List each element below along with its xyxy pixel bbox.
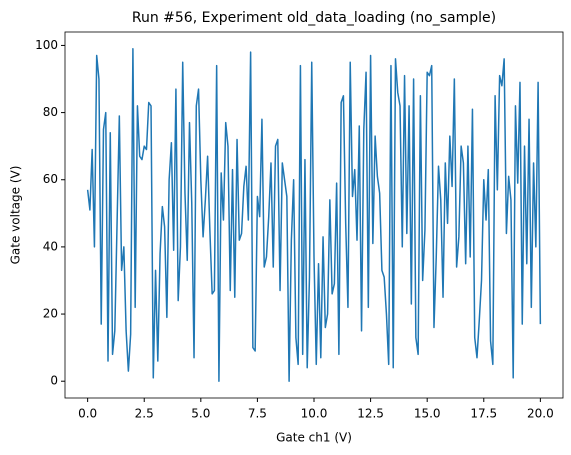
x-tick-label: 15.0: [414, 407, 441, 421]
y-axis-label: Gate voltage (V): [9, 166, 23, 265]
x-tick-label: 20.0: [527, 407, 554, 421]
x-axis-label: Gate ch1 (V): [276, 431, 352, 445]
y-tick-label: 40: [43, 239, 58, 253]
y-tick-label: 100: [35, 38, 58, 52]
x-tick-label: 0.0: [78, 407, 97, 421]
y-tick-label: 80: [43, 105, 58, 119]
x-tick-label: 2.5: [135, 407, 154, 421]
chart-title: Run #56, Experiment old_data_loading (no…: [132, 10, 496, 26]
data-line: [86, 48, 542, 382]
x-tick-label: 10.0: [301, 407, 328, 421]
x-tick-label: 7.5: [248, 407, 267, 421]
x-tick-label: 5.0: [191, 407, 210, 421]
y-tick-label: 60: [43, 172, 58, 186]
y-tick-label: 0: [50, 374, 58, 388]
x-tick-label: 17.5: [470, 407, 497, 421]
x-tick-label: 12.5: [357, 407, 384, 421]
plot-frame: [64, 31, 564, 399]
y-tick-label: 20: [43, 307, 58, 321]
